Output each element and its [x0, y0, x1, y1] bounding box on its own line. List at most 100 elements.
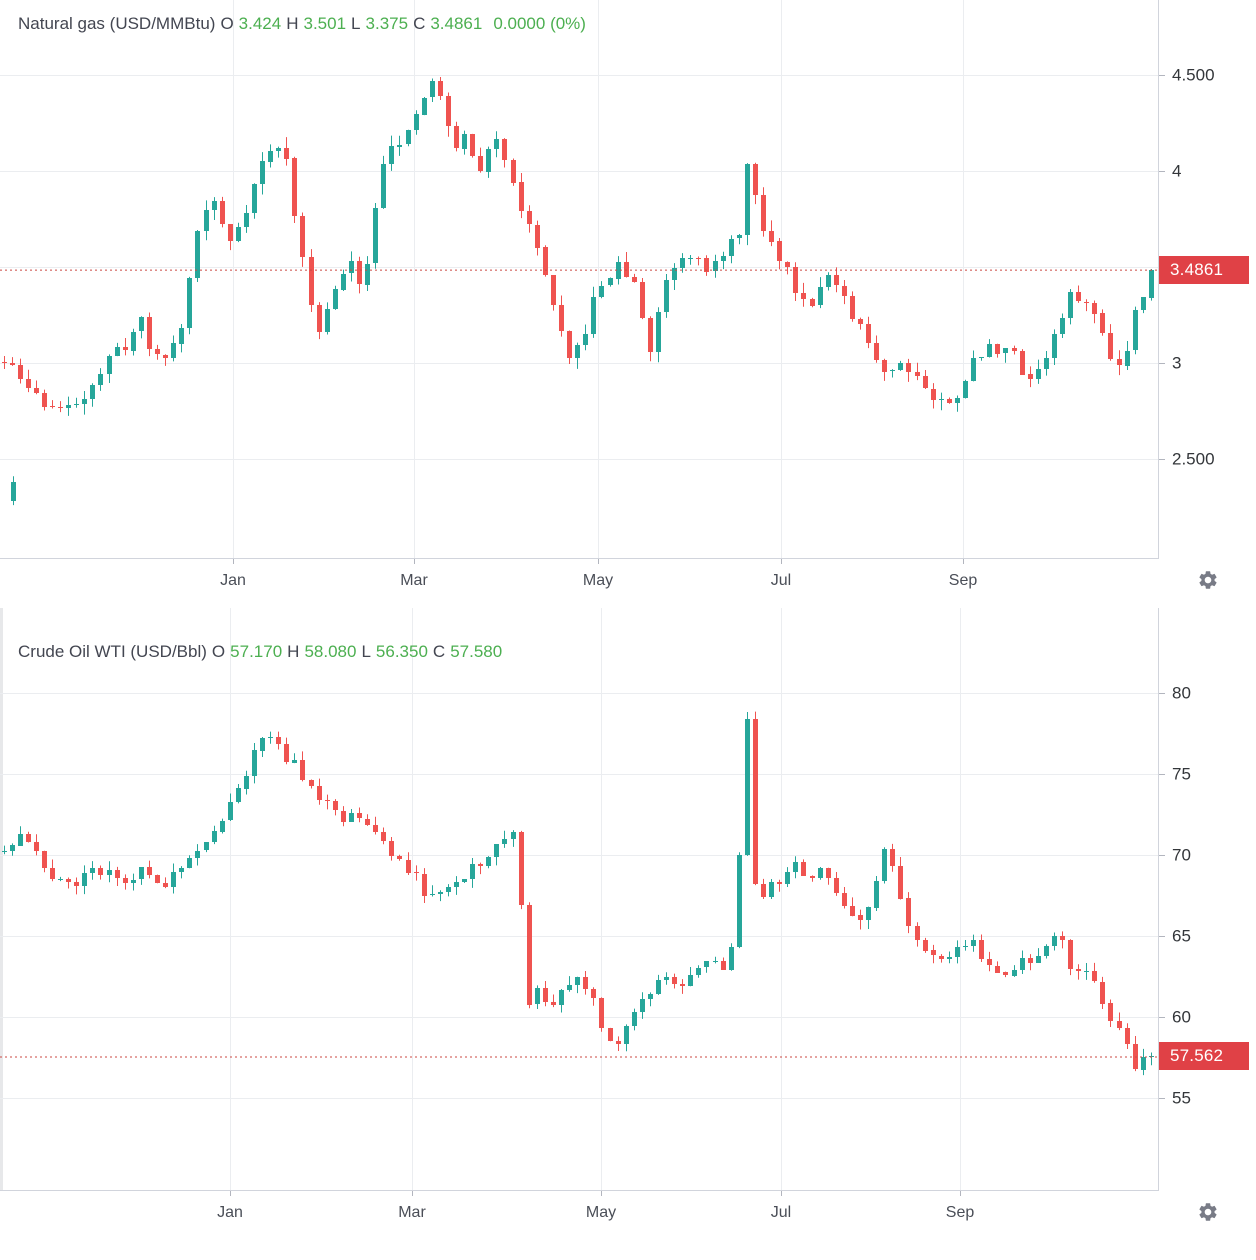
candle-down	[1060, 931, 1065, 949]
candle-body	[858, 319, 863, 324]
candle-body	[810, 876, 815, 878]
candle-body	[664, 280, 669, 312]
candle-body	[66, 405, 71, 408]
candle-body	[737, 235, 742, 238]
candle-up	[58, 876, 63, 882]
candle-body	[575, 977, 580, 985]
candle-up	[963, 940, 968, 951]
candle-up	[10, 843, 15, 856]
candle-body	[502, 139, 507, 160]
candle-body	[987, 959, 992, 965]
candle-body	[761, 884, 766, 897]
candle-body	[1084, 302, 1089, 303]
time-axis[interactable]: Jan Mar May Jul Sep	[0, 1191, 1158, 1252]
candle-up	[204, 841, 209, 853]
candle-body	[672, 977, 677, 984]
candle-body	[672, 268, 677, 280]
candle-up	[696, 965, 701, 978]
candle-body	[300, 760, 305, 780]
candle-body	[107, 356, 112, 374]
candle-up	[1149, 1052, 1154, 1066]
candle-up	[713, 254, 718, 278]
candle-body	[430, 81, 435, 97]
candle-body	[801, 862, 806, 876]
candle-body	[220, 821, 225, 832]
settings-gear-button[interactable]	[1195, 1199, 1221, 1225]
candle-body	[309, 257, 314, 305]
candle-up	[454, 876, 459, 895]
crude-oil-plot-area[interactable]: Crude Oil WTI (USD/Bbl) O 57.170 H 58.08…	[0, 608, 1159, 1191]
candle-down	[446, 92, 451, 137]
candle-down	[470, 133, 475, 158]
candle-down	[1117, 1012, 1122, 1031]
price-tick-mark	[1159, 855, 1165, 856]
candle-down	[74, 877, 79, 895]
candle-body	[381, 164, 386, 208]
candle-body	[365, 264, 370, 285]
candle-down	[50, 400, 55, 409]
candle-down	[26, 369, 31, 393]
month-label: May	[585, 1204, 617, 1221]
candle-body	[26, 379, 31, 388]
candle-up	[187, 855, 192, 869]
candle-up	[1044, 944, 1049, 959]
settings-gear-button[interactable]	[1195, 567, 1221, 593]
candle-down	[704, 255, 709, 276]
candle-down	[519, 830, 524, 910]
candle-up	[632, 1008, 637, 1031]
candle-up	[583, 324, 588, 351]
candle-body	[187, 278, 192, 328]
time-axis[interactable]: Jan Mar May Jul Sep	[0, 559, 1158, 600]
candle-body	[26, 834, 31, 842]
candle-down	[801, 859, 806, 877]
candle-down	[276, 731, 281, 750]
candle-up	[664, 274, 669, 318]
candle-body	[979, 940, 984, 959]
candle-body	[446, 96, 451, 126]
candle-down	[834, 872, 839, 896]
candle-down	[438, 76, 443, 100]
price-tick-label: 60	[1172, 1007, 1191, 1027]
candle-up	[713, 956, 718, 964]
candle-body	[648, 994, 653, 999]
candle-down	[414, 865, 419, 881]
candle-body	[551, 275, 556, 305]
candle-down	[842, 886, 847, 909]
price-tick-label: 65	[1172, 926, 1191, 946]
candle-body	[995, 344, 1000, 354]
candle-down	[810, 297, 815, 308]
candle-body	[50, 868, 55, 879]
candle-body	[50, 406, 55, 407]
candle-up	[955, 940, 960, 964]
candle-body	[317, 305, 322, 332]
candle-up	[502, 830, 507, 848]
price-tick-mark	[1159, 693, 1165, 694]
candle-down	[10, 357, 15, 366]
change-value: 0.0000 (0%)	[493, 14, 586, 33]
candle-down	[874, 335, 879, 363]
candle-body	[365, 819, 370, 825]
price-axis[interactable]: 57.562 80 75 70 65 60 55	[1159, 608, 1256, 1190]
candle-down	[2, 356, 7, 370]
natural-gas-candlestick-chart[interactable]	[0, 0, 1158, 558]
candle-body	[769, 882, 774, 897]
candle-down	[898, 857, 903, 900]
candle-body	[252, 750, 257, 776]
candle-body	[1020, 351, 1025, 375]
candle-body	[939, 956, 944, 959]
candle-up	[260, 152, 265, 195]
natural-gas-plot-area[interactable]: Natural gas (USD/MMBtu) O 3.424 H 3.501 …	[0, 0, 1159, 559]
candle-up	[446, 884, 451, 897]
candle-body	[123, 878, 128, 883]
candle-up	[971, 350, 976, 382]
candle-body	[422, 98, 427, 115]
candle-down	[543, 245, 548, 277]
price-tick-label: 2.500	[1172, 449, 1215, 469]
candle-down	[284, 737, 289, 765]
candle-up	[955, 395, 960, 412]
crude-oil-candlestick-chart[interactable]	[0, 608, 1158, 1190]
candle-body	[82, 873, 87, 886]
candle-up	[397, 135, 402, 156]
candle-down	[810, 875, 815, 882]
